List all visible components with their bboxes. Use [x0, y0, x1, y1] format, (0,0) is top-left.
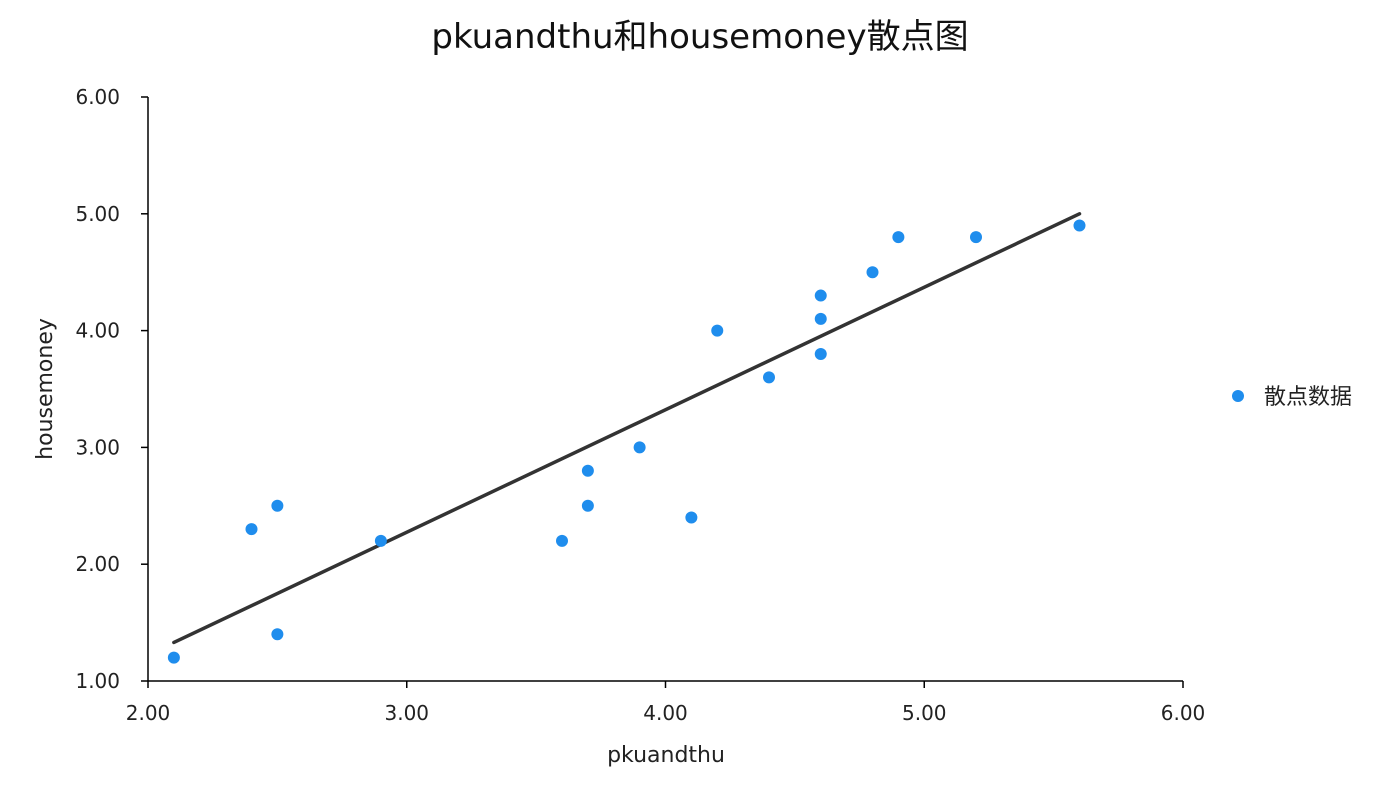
data-point [1073, 219, 1086, 232]
data-point [245, 523, 258, 536]
data-point [271, 628, 284, 641]
y-tick-label: 6.00 [75, 85, 120, 109]
trendline-layer [172, 212, 1082, 645]
legend-marker [1232, 390, 1244, 402]
legend-label: 散点数据 [1264, 385, 1352, 410]
x-tick-label: 2.00 [126, 701, 171, 725]
x-tick-label: 5.00 [902, 701, 947, 725]
x-tick-label: 4.00 [643, 701, 688, 725]
data-point [814, 347, 827, 360]
data-point [892, 231, 905, 244]
y-tick-label: 5.00 [75, 202, 120, 226]
data-point [633, 441, 646, 454]
data-point [167, 651, 180, 664]
trendline [172, 212, 1082, 645]
points-layer [167, 219, 1086, 664]
data-point [866, 266, 879, 279]
data-point [581, 499, 594, 512]
y-tick-label: 3.00 [75, 435, 120, 459]
data-point [814, 289, 827, 302]
x-axis-label: pkuandthu [607, 743, 725, 768]
data-point [970, 231, 982, 244]
data-point [556, 534, 568, 547]
y-tick-label: 2.00 [75, 552, 120, 576]
y-tick-label: 4.00 [75, 319, 120, 343]
data-point [685, 511, 698, 524]
x-tick-label: 6.00 [1161, 701, 1206, 725]
data-point [581, 464, 594, 477]
x-tick-label: 3.00 [384, 701, 429, 725]
y-tick-label: 1.00 [75, 669, 120, 693]
axes: 2.00 3.00 4.00 5.00 6.001.002.003.004.005.00… [75, 85, 1205, 725]
data-point [763, 371, 775, 384]
y-axis-label: housemoney [33, 318, 58, 460]
data-point [271, 499, 284, 512]
data-point [374, 534, 387, 547]
data-point [711, 324, 724, 337]
chart-title: pkuandthu和housemoney散点图 [431, 17, 968, 57]
data-point [814, 312, 827, 325]
legend: 散点数据 [1232, 385, 1352, 410]
